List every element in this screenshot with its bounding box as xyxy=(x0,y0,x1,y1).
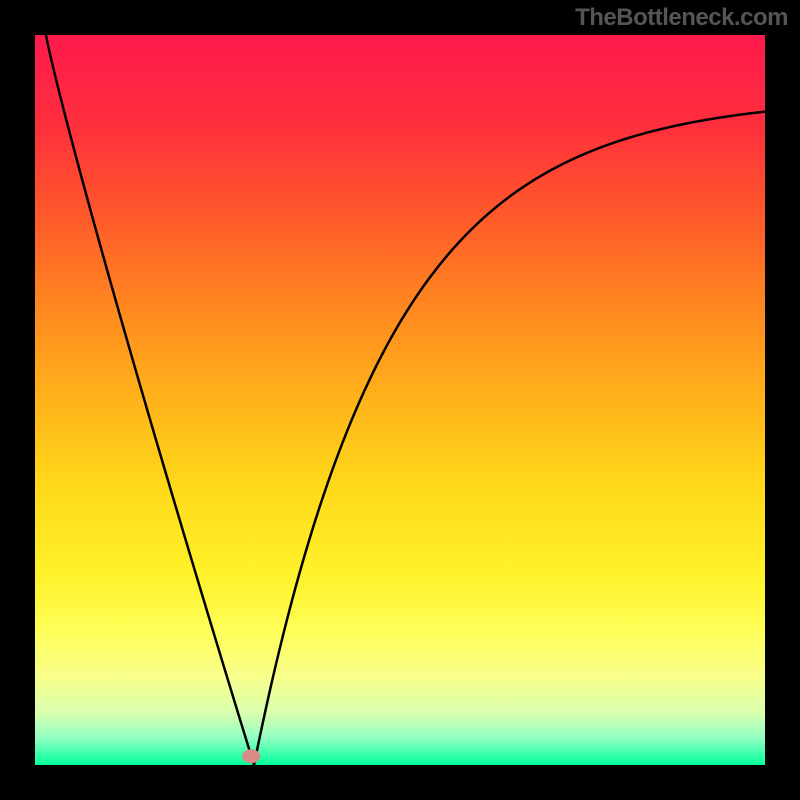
plot-area xyxy=(35,35,765,765)
watermark-text: TheBottleneck.com xyxy=(575,4,788,32)
minimum-marker xyxy=(242,749,260,763)
plot-svg xyxy=(35,35,765,765)
chart-container: TheBottleneck.com xyxy=(0,0,800,800)
